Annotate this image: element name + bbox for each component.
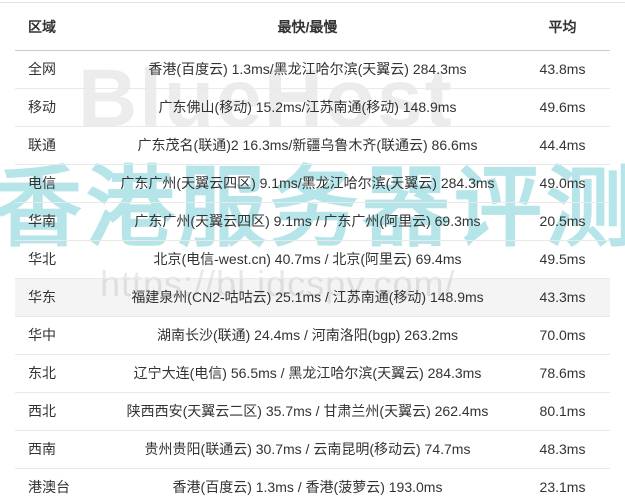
average-cell: 23.1ms — [515, 468, 610, 499]
fastest-slowest-cell: 香港(百度云) 1.3ms / 香港(菠萝云) 193.0ms — [100, 468, 515, 499]
region-cell: 联通 — [15, 126, 100, 165]
table-row: 华中 湖南长沙(联通) 24.4ms / 河南洛阳(bgp) 263.2ms 70.… — [15, 316, 610, 355]
average-cell: 44.4ms — [515, 126, 610, 165]
fastest-slowest-cell: 香港(百度云) 1.3ms/黑龙江哈尔滨(天翼云) 284.3ms — [100, 50, 515, 89]
column-header-region: 区域 — [15, 2, 100, 51]
region-cell: 全网 — [15, 50, 100, 89]
table-row: 移动 广东佛山(移动) 15.2ms/江苏南通(移动) 148.9ms 49.6ms — [15, 88, 610, 127]
region-cell: 华北 — [15, 240, 100, 279]
region-cell: 华中 — [15, 316, 100, 355]
region-cell: 西北 — [15, 392, 100, 431]
average-cell: 49.6ms — [515, 88, 610, 127]
average-cell: 49.5ms — [515, 240, 610, 279]
table-row: 东北 辽宁大连(电信) 56.5ms / 黑龙江哈尔滨(天翼云) 284.3ms 7… — [15, 354, 610, 393]
table-row: 联通 广东茂名(联通)2 16.3ms/新疆乌鲁木齐(联通云) 86.6ms 44.… — [15, 126, 610, 165]
fastest-slowest-cell: 湖南长沙(联通) 24.4ms / 河南洛阳(bgp) 263.2ms — [100, 316, 515, 355]
table-row: 全网 香港(百度云) 1.3ms/黑龙江哈尔滨(天翼云) 284.3ms 43.8m… — [15, 50, 610, 89]
average-cell: 48.3ms — [515, 430, 610, 469]
fastest-slowest-cell: 广东广州(天翼云四区) 9.1ms / 广东广州(阿里云) 69.3ms — [100, 202, 515, 241]
region-cell: 移动 — [15, 88, 100, 127]
latency-table: 区域 最快/最慢 平均 全网 香港(百度云) 1.3ms/黑龙江哈尔滨(天翼云) … — [15, 2, 610, 499]
average-cell: 70.0ms — [515, 316, 610, 355]
fastest-slowest-cell: 北京(电信-west.cn) 40.7ms / 北京(阿里云) 69.4ms — [100, 240, 515, 279]
average-cell: 49.0ms — [515, 164, 610, 203]
fastest-slowest-cell: 广东茂名(联通)2 16.3ms/新疆乌鲁木齐(联通云) 86.6ms — [100, 126, 515, 165]
region-cell: 华东 — [15, 278, 100, 317]
header-row: 区域 最快/最慢 平均 — [15, 2, 610, 51]
table-header: 区域 最快/最慢 平均 — [15, 2, 610, 51]
region-cell: 华南 — [15, 202, 100, 241]
average-cell: 20.5ms — [515, 202, 610, 241]
average-cell: 78.6ms — [515, 354, 610, 393]
table-row: 西北 陕西西安(天翼云二区) 35.7ms / 甘肃兰州(天翼云) 262.4ms… — [15, 392, 610, 431]
fastest-slowest-cell: 辽宁大连(电信) 56.5ms / 黑龙江哈尔滨(天翼云) 284.3ms — [100, 354, 515, 393]
average-cell: 43.8ms — [515, 50, 610, 89]
region-cell: 东北 — [15, 354, 100, 393]
table-row: 港澳台 香港(百度云) 1.3ms / 香港(菠萝云) 193.0ms 23.1ms — [15, 468, 610, 499]
fastest-slowest-cell: 广东佛山(移动) 15.2ms/江苏南通(移动) 148.9ms — [100, 88, 515, 127]
region-cell: 西南 — [15, 430, 100, 469]
average-cell: 43.3ms — [515, 278, 610, 317]
table-body: 全网 香港(百度云) 1.3ms/黑龙江哈尔滨(天翼云) 284.3ms 43.8m… — [15, 50, 610, 499]
fastest-slowest-cell: 贵州贵阳(联通云) 30.7ms / 云南昆明(移动云) 74.7ms — [100, 430, 515, 469]
table-row: 华东 福建泉州(CN2-咕咕云) 25.1ms / 江苏南通(移动) 148.9m… — [15, 278, 610, 317]
region-cell: 电信 — [15, 164, 100, 203]
column-header-average: 平均 — [515, 2, 610, 51]
fastest-slowest-cell: 福建泉州(CN2-咕咕云) 25.1ms / 江苏南通(移动) 148.9ms — [100, 278, 515, 317]
table-row: 华北 北京(电信-west.cn) 40.7ms / 北京(阿里云) 69.4ms… — [15, 240, 610, 279]
table-row: 电信 广东广州(天翼云四区) 9.1ms/黑龙江哈尔滨(天翼云) 284.3ms 4… — [15, 164, 610, 203]
table-row: 华南 广东广州(天翼云四区) 9.1ms / 广东广州(阿里云) 69.3ms 20… — [15, 202, 610, 241]
region-cell: 港澳台 — [15, 468, 100, 499]
fastest-slowest-cell: 广东广州(天翼云四区) 9.1ms/黑龙江哈尔滨(天翼云) 284.3ms — [100, 164, 515, 203]
column-header-fastest-slowest: 最快/最慢 — [100, 2, 515, 51]
table-row: 西南 贵州贵阳(联通云) 30.7ms / 云南昆明(移动云) 74.7ms 48.… — [15, 430, 610, 469]
average-cell: 80.1ms — [515, 392, 610, 431]
fastest-slowest-cell: 陕西西安(天翼云二区) 35.7ms / 甘肃兰州(天翼云) 262.4ms — [100, 392, 515, 431]
